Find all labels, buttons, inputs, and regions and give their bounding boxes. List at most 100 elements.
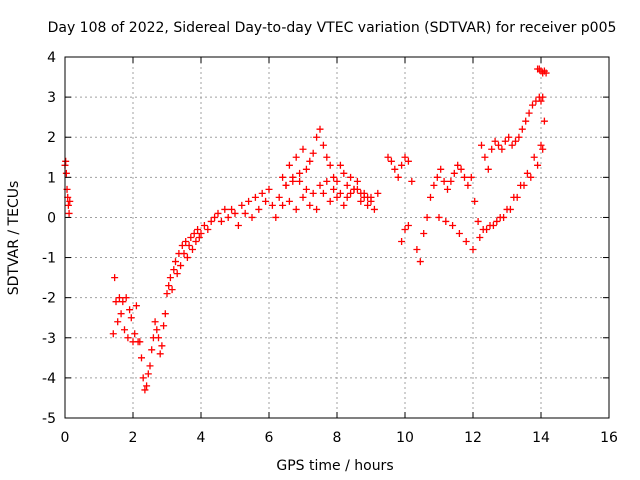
data-point: [512, 137, 519, 145]
data-point: [316, 125, 324, 133]
data-point: [172, 258, 179, 266]
data-point: [367, 197, 375, 205]
data-point: [279, 173, 287, 181]
data-point: [183, 254, 191, 262]
data-point: [192, 238, 200, 246]
data-point: [442, 217, 450, 225]
data-point: [484, 165, 492, 173]
data-point: [336, 161, 344, 169]
data-point: [539, 145, 547, 153]
data-point: [316, 181, 324, 189]
data-point: [258, 189, 266, 197]
data-point: [525, 109, 533, 117]
data-point: [221, 205, 229, 213]
x-tick-label: 8: [333, 430, 342, 446]
data-point: [141, 386, 149, 394]
data-point: [296, 177, 304, 185]
data-point: [370, 205, 378, 213]
data-point: [155, 334, 162, 342]
data-point: [481, 153, 489, 161]
data-point: [464, 181, 472, 189]
data-point: [500, 213, 508, 221]
data-point: [498, 145, 506, 153]
data-point: [493, 217, 501, 225]
data-point: [467, 173, 475, 181]
data-point: [462, 238, 470, 246]
x-tick-label: 12: [464, 430, 482, 446]
data-point: [178, 242, 186, 250]
data-point: [65, 209, 73, 217]
data-point: [440, 177, 448, 185]
data-point: [340, 201, 348, 209]
data-point: [513, 193, 521, 201]
data-point: [350, 185, 358, 193]
data-point: [457, 165, 465, 173]
data-point: [251, 193, 259, 201]
data-point: [330, 185, 338, 193]
data-point: [540, 117, 548, 125]
data-point: [306, 157, 314, 165]
data-point: [289, 173, 297, 181]
data-point: [119, 298, 127, 306]
data-point: [333, 177, 341, 185]
data-point: [248, 213, 256, 221]
data-point: [347, 189, 355, 197]
data-point: [217, 217, 225, 225]
data-point: [343, 193, 351, 201]
data-point: [520, 181, 528, 189]
data-point: [529, 101, 536, 109]
data-point: [177, 262, 185, 270]
data-point: [160, 322, 168, 330]
data-point: [364, 201, 372, 209]
data-point: [282, 181, 290, 189]
data-point: [204, 225, 212, 233]
data-point: [114, 318, 122, 326]
data-point: [444, 185, 451, 193]
data-point: [416, 258, 424, 266]
data-point: [530, 153, 538, 161]
data-point: [168, 286, 176, 294]
data-point: [255, 205, 263, 213]
x-tick-label: 0: [61, 430, 70, 446]
data-point: [326, 197, 334, 205]
data-point: [224, 213, 232, 221]
data-point: [384, 153, 392, 161]
grid: [65, 57, 609, 418]
x-tick-label: 6: [265, 430, 274, 446]
data-point: [132, 302, 140, 310]
data-point: [275, 193, 283, 201]
x-tick-label: 4: [197, 430, 206, 446]
data-point: [461, 173, 468, 181]
data-point: [245, 197, 253, 205]
data-point: [357, 189, 365, 197]
y-tick-label: 1: [47, 170, 56, 186]
data-point: [323, 177, 331, 185]
data-point: [330, 173, 338, 181]
data-point: [479, 225, 487, 233]
data-point: [398, 161, 406, 169]
data-point: [200, 221, 208, 229]
data-point: [391, 165, 399, 173]
data-point: [347, 173, 355, 181]
data-point: [268, 201, 276, 209]
data-point: [515, 133, 523, 141]
data-point: [476, 234, 484, 241]
x-tick-label: 14: [532, 430, 550, 446]
data-point: [455, 229, 463, 237]
data-point: [539, 93, 547, 101]
data-point: [115, 294, 123, 302]
data-point: [190, 229, 198, 237]
x-tick-label: 10: [396, 430, 414, 446]
y-tick-label: -4: [42, 371, 56, 387]
data-point: [285, 197, 293, 205]
chart-title: Day 108 of 2022, Sidereal Day-to-day VTE…: [48, 20, 617, 36]
data-point: [387, 157, 395, 165]
data-point: [241, 209, 249, 217]
data-point: [404, 221, 412, 229]
data-point: [296, 169, 304, 177]
data-points: [61, 65, 550, 394]
data-point: [506, 205, 514, 213]
data-point: [430, 181, 438, 189]
data-point: [124, 334, 132, 342]
